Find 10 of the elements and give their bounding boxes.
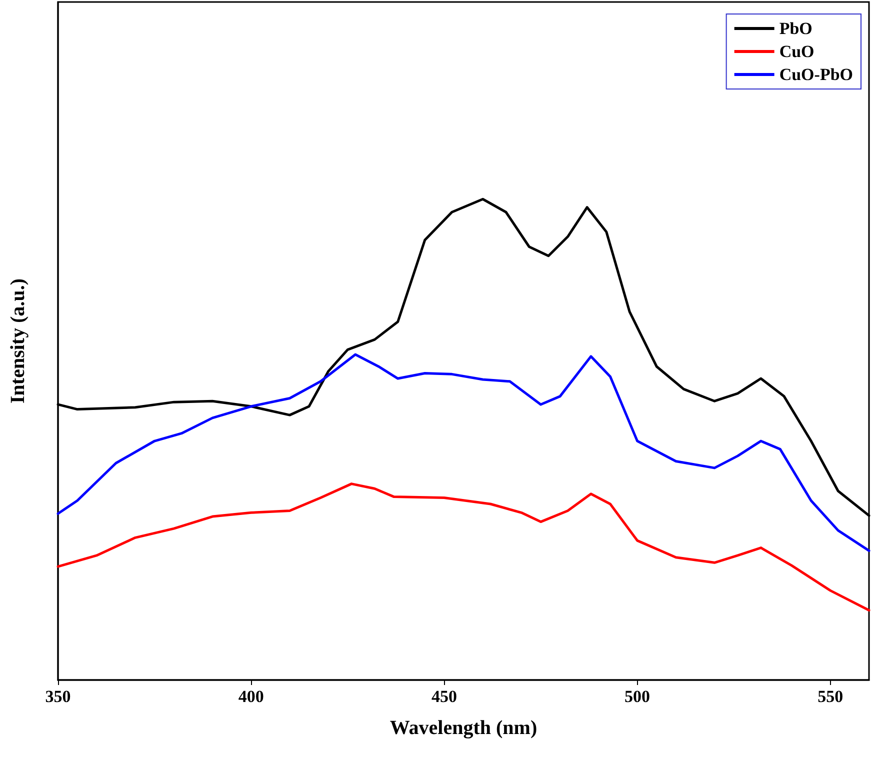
x-axis-title: Wavelength (nm) [390, 717, 538, 739]
legend-label: CuO [779, 42, 814, 61]
x-tick-label: 500 [624, 687, 650, 706]
legend-label: PbO [779, 19, 812, 38]
x-tick-label: 550 [818, 687, 844, 706]
x-tick-label: 450 [431, 687, 457, 706]
x-tick-label: 350 [45, 687, 71, 706]
legend-label: CuO-PbO [779, 65, 854, 84]
y-axis-title: Intensity (a.u.) [7, 278, 29, 404]
x-tick-label: 400 [238, 687, 264, 706]
